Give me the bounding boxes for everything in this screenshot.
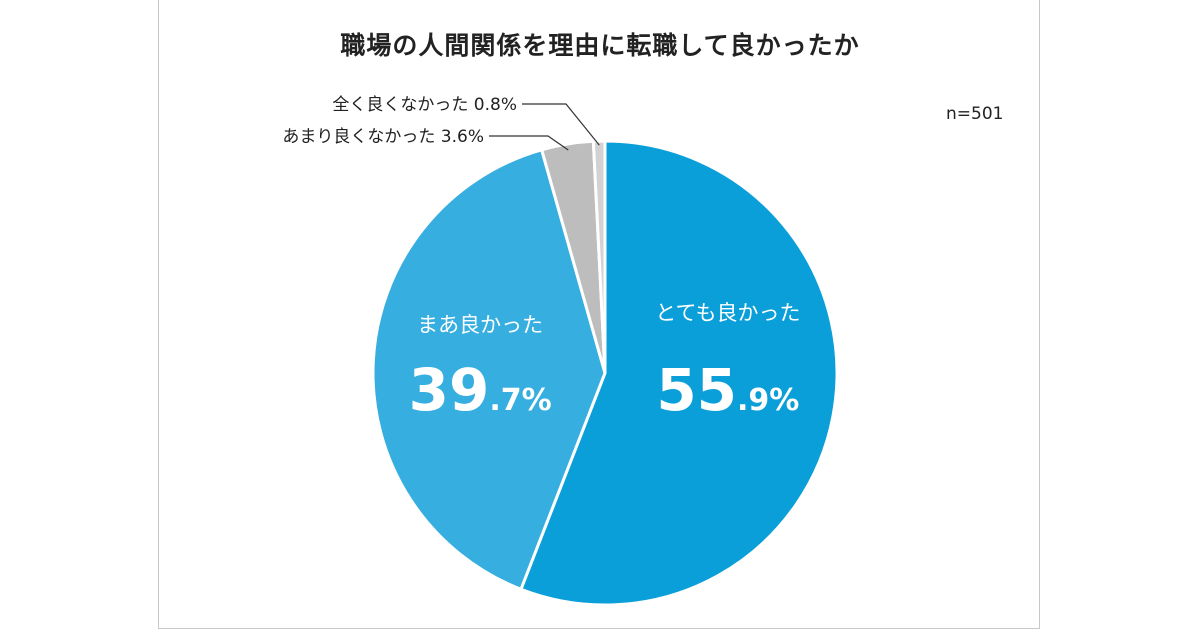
callout-line-3 [522, 103, 600, 146]
callout-line-2 [489, 135, 569, 151]
callout-label-2: あまり良くなかった 3.6% [282, 127, 484, 147]
pie-slice-3 [591, 139, 607, 375]
slice-label-0: とても良かった [655, 301, 800, 325]
slice-value-0: 55.9% [656, 356, 799, 424]
pie-slice-1 [371, 148, 607, 591]
sample-size-label: n=501 [946, 104, 1004, 124]
pie-slice-0 [519, 139, 839, 607]
slice-value-1: 39.7% [409, 356, 552, 424]
slice-label-1: まあ良かった [417, 313, 543, 337]
callout-label-3: 全く良くなかった 0.8% [332, 95, 517, 115]
chart-title: 職場の人間関係を理由に転職して良かったか [340, 31, 860, 60]
